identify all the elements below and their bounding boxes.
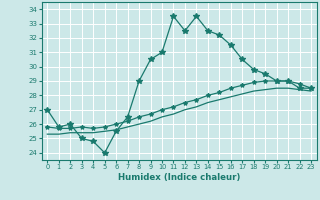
X-axis label: Humidex (Indice chaleur): Humidex (Indice chaleur) (118, 173, 240, 182)
